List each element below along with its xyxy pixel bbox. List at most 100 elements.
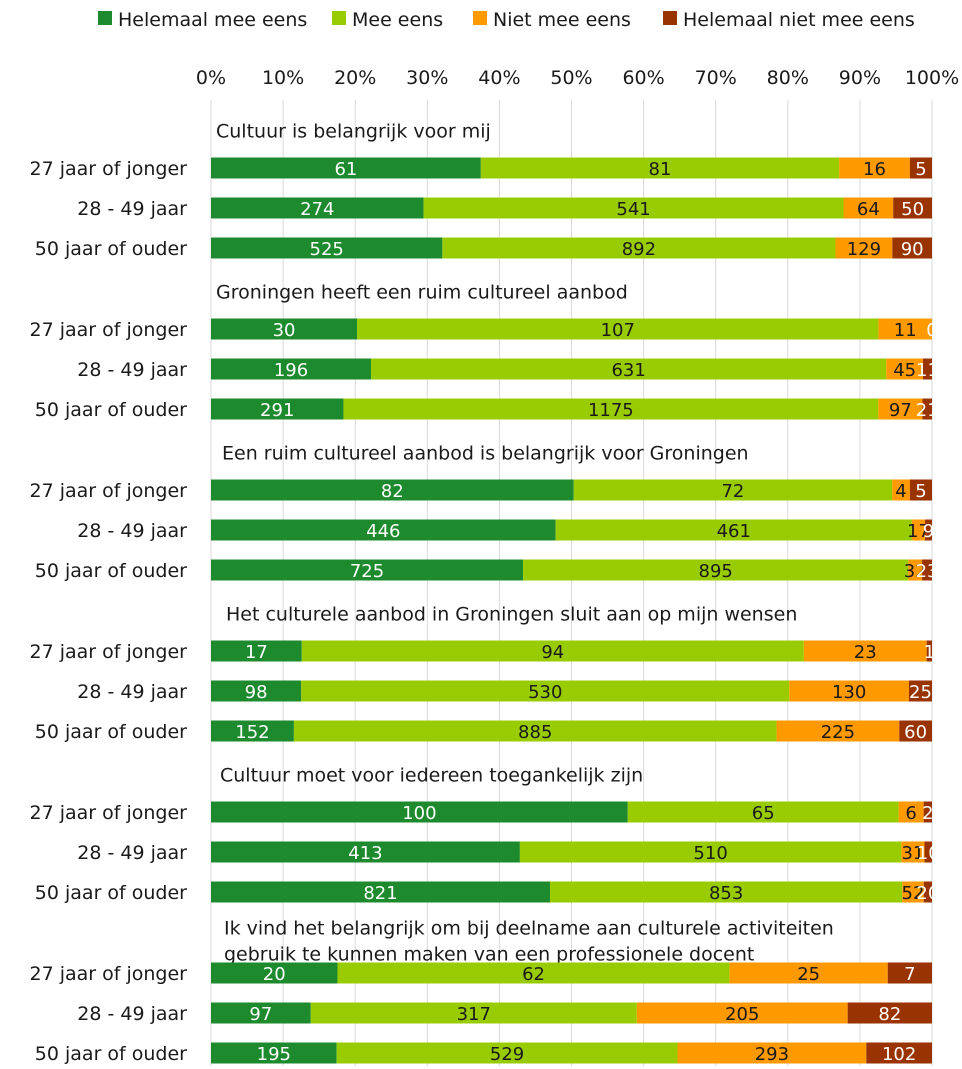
tick-label: 50% [550,67,592,89]
bar-segment [211,680,302,702]
question-title: Het culturele aanbod in Groningen sluit … [226,604,797,626]
data-label: 446 [366,521,400,542]
data-label: 196 [274,360,308,381]
data-label: 25 [797,964,820,985]
question-title: Cultuur moet voor iedereen toegankelijk … [220,765,643,787]
row-label: 28 - 49 jaar [77,842,187,864]
legend-entry: Mee eens [352,9,443,31]
data-label: 20 [263,964,286,985]
bar-segment [922,559,932,581]
bar-segment [677,1042,867,1064]
bar-segment [636,1002,848,1024]
data-label: 23 [854,642,877,663]
data-label: 631 [611,360,645,381]
bar-segment [550,881,903,903]
data-label: 61 [334,159,357,180]
tick-label: 70% [695,67,737,89]
bar-segment [893,197,932,219]
question-group: Een ruim cultureel aanbod is belangrijk … [30,443,939,583]
question-title: Cultuur is belangrijk voor mij [216,121,491,143]
data-label: 102 [882,1044,916,1065]
bar-segment [922,398,932,420]
bar-segment [211,237,443,259]
data-label: 1175 [588,400,634,421]
bar-segment [480,157,840,179]
bar-segment [835,237,893,259]
data-label: 62 [522,964,545,985]
data-label: 45 [893,360,916,381]
data-label: 6 [905,803,916,824]
bar-row: 27 jaar of jonger 82 72 4 5 [30,479,932,502]
bar-segment [211,640,302,662]
bar-row: 27 jaar of jonger 17 94 23 1 [30,640,935,663]
row-label: 28 - 49 jaar [77,681,187,703]
bar-segment [211,519,556,541]
question-group: Groningen heeft een ruim cultureel aanbo… [30,282,939,422]
bar-segment [211,197,424,219]
data-label: 50 [901,199,924,220]
gridlines [210,100,933,1066]
data-label: 530 [528,682,562,703]
question-title: Ik vind het belangrijk om bij deelname a… [224,918,834,940]
data-label: 461 [717,521,751,542]
data-label: 725 [350,561,384,582]
bar-segment [923,801,932,823]
row-label: 27 jaar of jonger [30,963,188,985]
bar-segment [337,962,730,984]
bar-segment [573,479,893,501]
bar-segment [211,398,344,420]
data-label: 21 [916,400,939,421]
data-label: 107 [601,320,635,341]
bar-segment [925,519,932,541]
bar-row: 28 - 49 jaar 97 317 205 82 [77,1002,932,1025]
row-label: 27 jaar of jonger [30,319,188,341]
data-label: 90 [901,239,924,260]
bar-segment [371,358,887,380]
data-label: 541 [616,199,650,220]
bar-segment [211,1002,311,1024]
bar-segment [211,559,524,581]
question-title: Een ruim cultureel aanbod is belangrijk … [222,443,749,465]
data-label: 2 [922,803,933,824]
data-label: 97 [889,400,912,421]
bar-segment [211,720,294,742]
data-label: 31 [901,843,924,864]
data-label: 130 [832,682,866,703]
question-group: Cultuur is belangrijk voor mij 27 jaar of… [30,121,932,260]
tick-label: 30% [406,67,448,89]
bar-segment [887,962,932,984]
bar-segment [878,318,932,340]
data-label: 100 [402,803,436,824]
row-label: 28 - 49 jaar [77,1003,187,1025]
data-label: 274 [300,199,334,220]
bar-segment [293,720,777,742]
data-label: 97 [249,1004,272,1025]
data-label: 885 [518,722,552,743]
bar-segment [301,680,790,702]
bar-segment [211,358,372,380]
data-label: 225 [821,722,855,743]
row-label: 50 jaar of ouder [35,399,187,421]
bar-segment [892,479,910,501]
row-label: 27 jaar of jonger [30,802,188,824]
data-label: 317 [457,1004,491,1025]
bar-segment [627,801,899,823]
row-label: 27 jaar of jonger [30,480,188,502]
bar-segment [898,801,924,823]
data-label: 0 [926,320,937,341]
row-label: 28 - 49 jaar [77,520,187,542]
row-label: 50 jaar of ouder [35,1043,187,1065]
data-label: 98 [245,682,268,703]
bar-row: 27 jaar of jonger 20 62 25 7 [30,962,932,985]
bar-segment [789,680,909,702]
tick-label: 60% [622,67,664,89]
bar-segment [899,720,932,742]
bar-segment [301,640,804,662]
bar-segment [803,640,927,662]
data-label: 20 [916,883,939,904]
row-label: 28 - 49 jaar [77,198,187,220]
bar-segment [902,881,924,903]
question-group: Het culturele aanbod in Groningen sluit … [30,604,936,744]
